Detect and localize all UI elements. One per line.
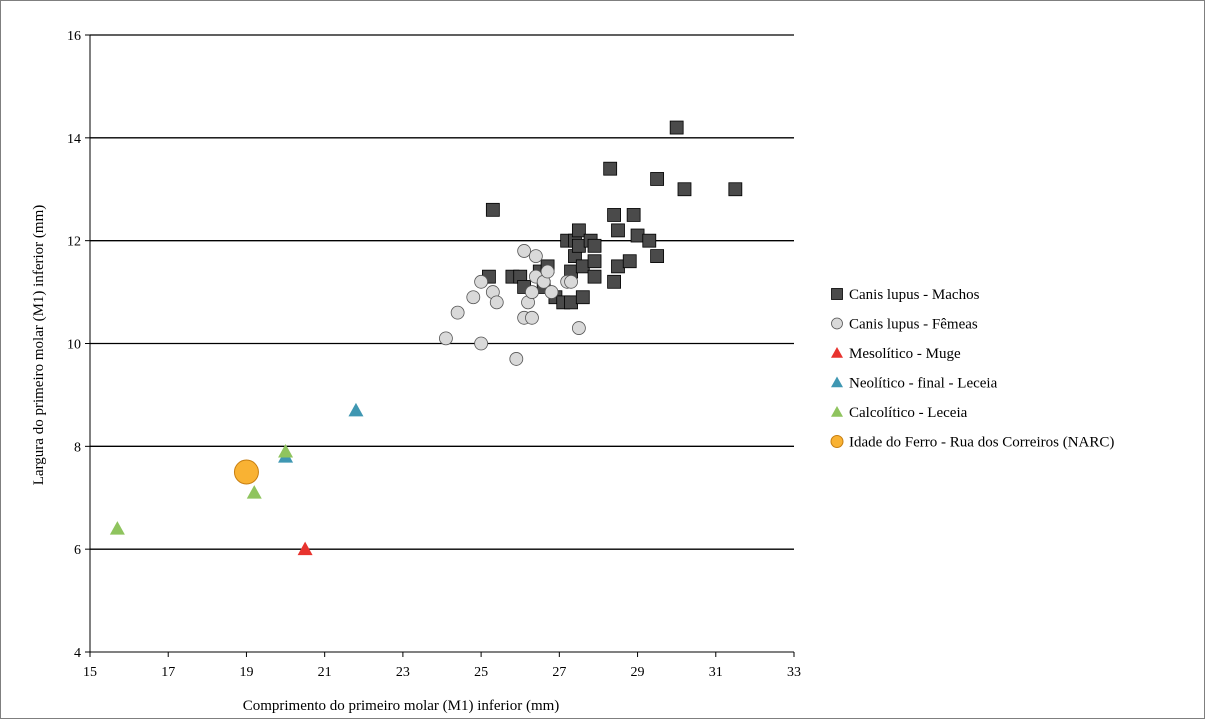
y-tick-label: 10 <box>67 338 81 353</box>
data-point <box>587 254 602 269</box>
data-point <box>669 120 684 135</box>
legend-marker <box>831 317 843 330</box>
legend-item: Canis lupus - Fêmeas <box>831 317 978 333</box>
legend-label: Calcolítico - Leceia <box>849 405 968 421</box>
series-5 <box>233 459 259 485</box>
data-point <box>517 244 532 258</box>
x-axis-title: Comprimento do primeiro molar (M1) infer… <box>243 698 560 714</box>
data-point <box>439 331 453 346</box>
data-point <box>564 274 578 289</box>
data-point <box>489 295 504 310</box>
legend-label: Neolítico - final - Leceia <box>849 376 998 392</box>
data-point <box>611 259 625 274</box>
y-tick-label: 16 <box>67 29 81 44</box>
data-point <box>571 223 586 238</box>
legend-marker <box>830 435 844 448</box>
data-point <box>642 233 657 248</box>
legend-marker <box>831 376 843 388</box>
legend-item: Calcolítico - Leceia <box>831 405 968 421</box>
y-tick-label: 12 <box>67 235 81 250</box>
x-tick-label: 15 <box>83 665 97 680</box>
data-point <box>575 290 590 305</box>
x-tick-label: 29 <box>631 665 645 680</box>
data-point <box>450 305 465 320</box>
y-tick-label: 14 <box>67 132 81 147</box>
data-point <box>571 238 586 253</box>
data-point <box>297 541 313 556</box>
data-point <box>564 295 578 310</box>
data-point <box>622 254 637 269</box>
data-point <box>607 274 621 289</box>
legend-marker <box>831 406 843 417</box>
data-point <box>728 182 743 197</box>
data-point <box>607 208 621 222</box>
data-point <box>474 274 489 289</box>
legend-marker <box>831 347 843 358</box>
data-point <box>587 269 602 284</box>
x-tick-label: 25 <box>474 665 488 680</box>
x-tick-label: 27 <box>552 665 566 680</box>
series-2 <box>297 541 313 556</box>
x-tick-label: 31 <box>709 665 723 680</box>
data-points <box>109 120 743 556</box>
data-point <box>630 228 645 243</box>
data-point <box>540 264 555 279</box>
legend-item: Mesolítico - Muge <box>831 346 961 362</box>
data-point <box>587 238 602 253</box>
series-1 <box>439 244 586 366</box>
axes <box>85 34 795 657</box>
gridlines <box>90 34 794 550</box>
data-point <box>677 182 692 197</box>
data-point <box>509 352 524 366</box>
legend-marker <box>831 288 843 300</box>
data-point <box>603 161 618 176</box>
data-point <box>571 321 586 335</box>
legend-label: Mesolítico - Muge <box>849 346 961 362</box>
legend-label: Idade do Ferro - Rua dos Correiros (NARC… <box>849 435 1114 451</box>
data-point <box>485 202 500 217</box>
data-point <box>650 249 665 263</box>
legend-item: Idade do Ferro - Rua dos Correiros (NARC… <box>830 435 1114 451</box>
y-tick-label: 6 <box>74 543 81 558</box>
y-tick-label: 4 <box>74 646 81 661</box>
series-0 <box>482 120 743 310</box>
x-tick-label: 33 <box>787 665 801 680</box>
series-4 <box>109 443 294 535</box>
y-axis-title: Largura do primeiro molar (M1) inferior … <box>31 205 47 485</box>
data-point <box>233 459 259 485</box>
x-tick-label: 19 <box>239 665 253 680</box>
legend: Canis lupus - Machos Canis lupus - Fêmeas… <box>830 287 1114 451</box>
data-point <box>109 521 125 535</box>
data-point <box>528 249 543 263</box>
x-tick-label: 21 <box>318 665 332 680</box>
y-tick-labels: 4 6 8 10 12 14 16 <box>67 29 81 661</box>
data-point <box>611 223 625 238</box>
data-point <box>348 402 364 417</box>
data-point <box>246 485 262 499</box>
data-point <box>466 290 481 305</box>
data-point <box>525 310 539 325</box>
data-point <box>650 172 665 186</box>
data-point <box>278 443 294 458</box>
legend-item: Canis lupus - Machos <box>831 287 980 303</box>
x-tick-labels: 15 17 19 21 23 25 27 29 31 33 <box>83 665 801 680</box>
x-tick-label: 23 <box>396 665 410 680</box>
data-point <box>544 285 559 299</box>
legend-label: Canis lupus - Machos <box>849 287 980 303</box>
data-point <box>626 208 641 222</box>
legend-item: Neolítico - final - Leceia <box>831 376 998 392</box>
data-point <box>575 259 590 274</box>
y-tick-label: 8 <box>74 440 81 455</box>
data-point <box>525 285 539 299</box>
x-tick-label: 17 <box>161 665 175 680</box>
data-point <box>474 336 489 351</box>
legend-label: Canis lupus - Fêmeas <box>849 317 978 333</box>
